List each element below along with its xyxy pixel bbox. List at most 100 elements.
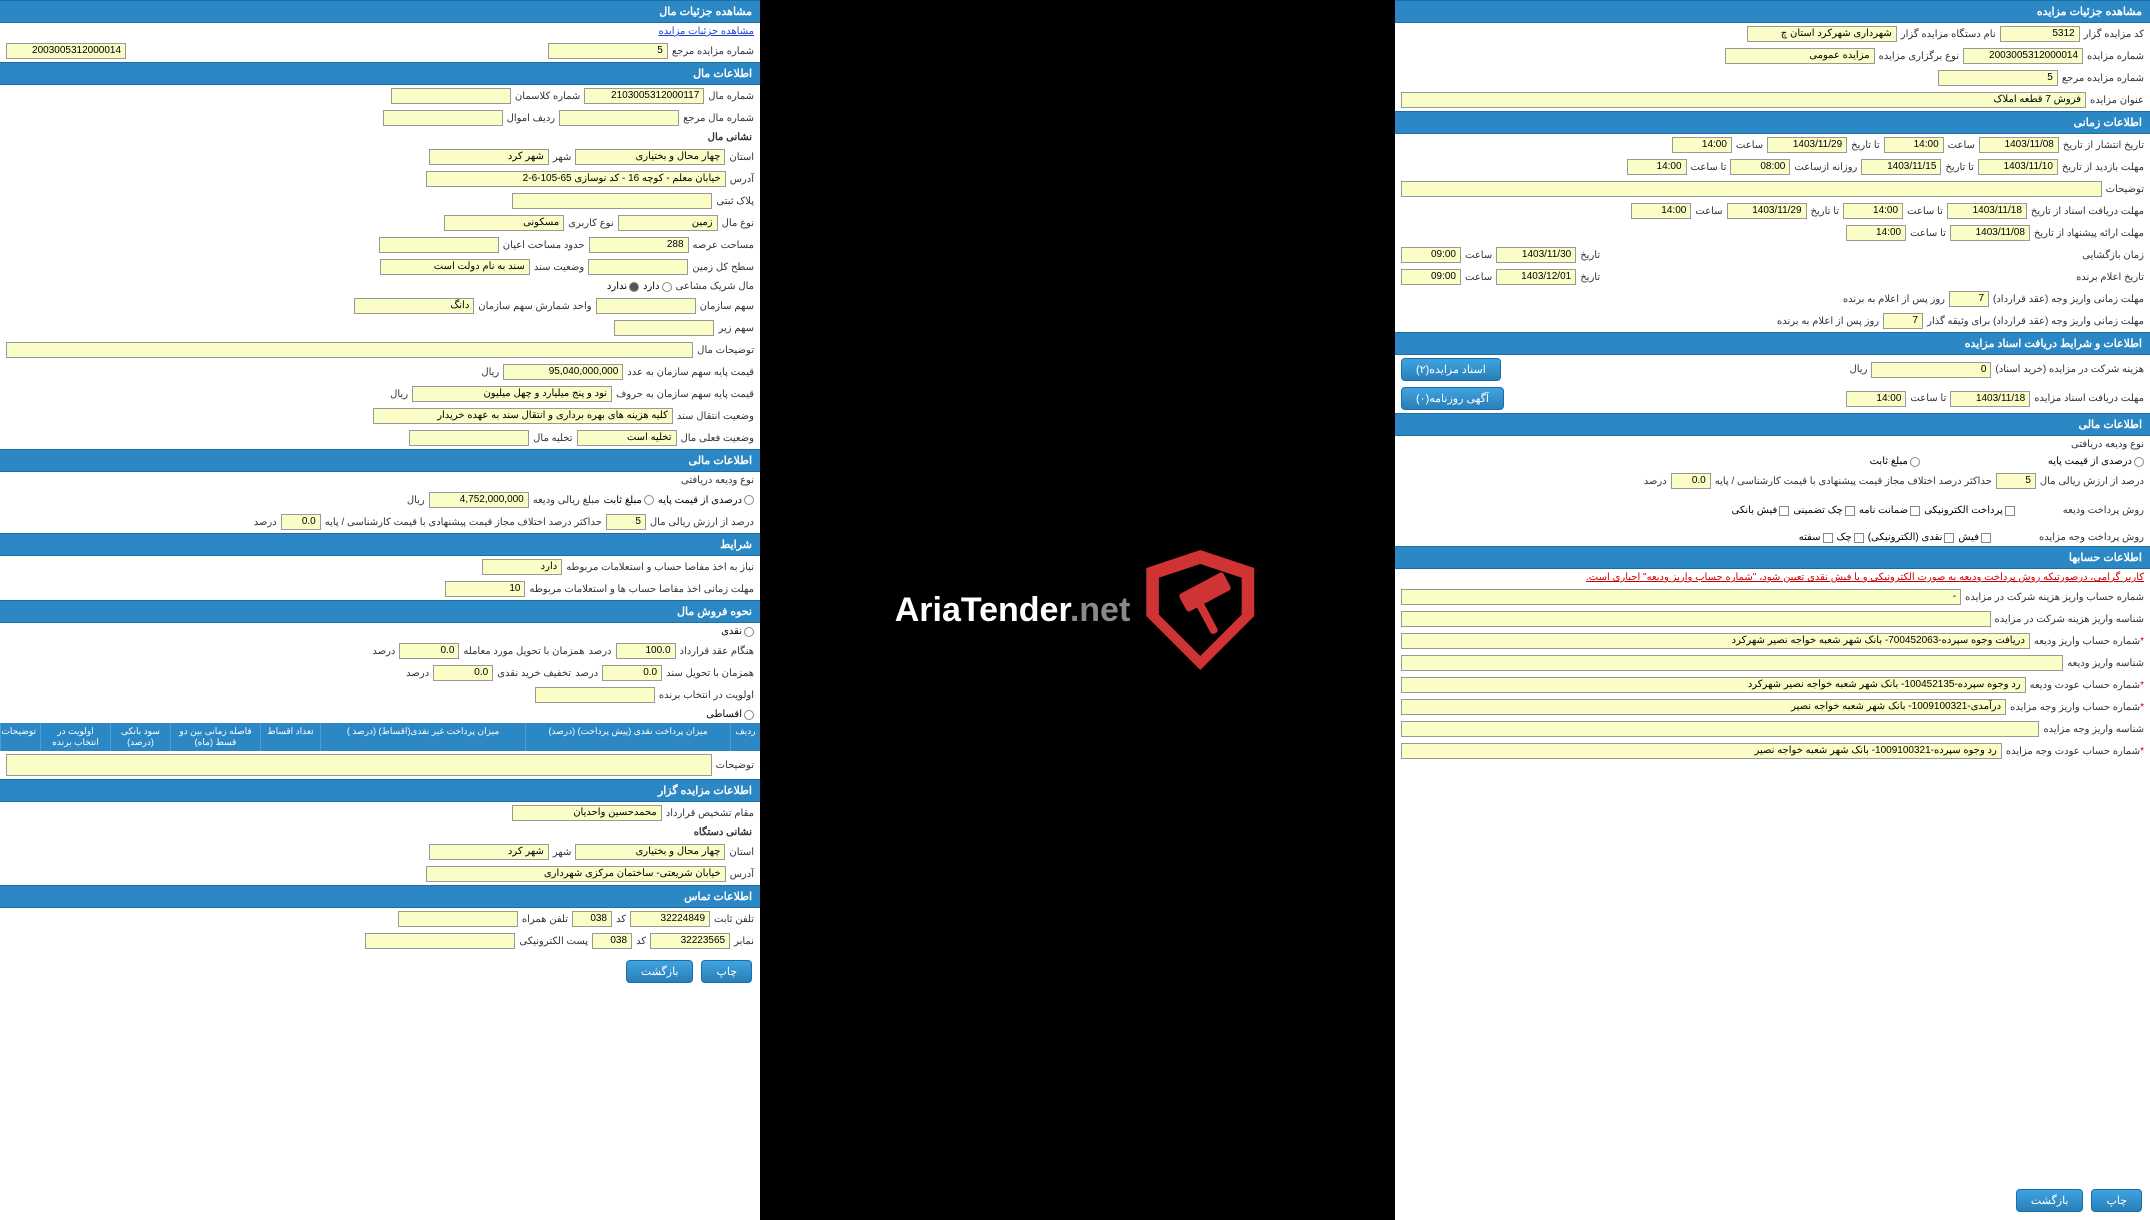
newspaper-ad-button[interactable]: آگهی روزنامه(٠) [1401,387,1504,410]
pct-share-label: درصد از ارزش ریالی مال [2040,476,2144,487]
acc4-label: شناسه واریز ودیعه [2067,658,2144,669]
winner-t-label: ساعت [1465,272,1492,283]
header-auction-details: مشاهده جزئیات مزایده [1395,0,2150,23]
discount-label: تخفیف خرید نقدی [497,668,571,679]
header-contact: اطلاعات تماس [0,885,760,908]
offer-label: مهلت ارائه پیشنهاد از تاریخ [2034,228,2144,239]
cash-e-check[interactable]: نقدی (الکترونیکی) [1868,532,1955,543]
open-label: زمان بازگشایی [2082,250,2144,261]
auction-docs-button[interactable]: اسناد مزایده(٢) [1401,358,1501,381]
guarantee-check[interactable]: ضمانت نامه [1859,505,1920,516]
prop-type-label: نوع مال [722,218,754,229]
check-guarantee-check[interactable]: چک تضمینی [1793,505,1855,516]
mobile-label: تلفن همراه [522,914,568,925]
offer-to-t: 14:00 [1846,225,1906,241]
cur-status-label: وضعیت فعلی مال [681,433,754,444]
header-doc-info: اطلاعات و شرایط دریافت اسناد مزایده [1395,332,2150,355]
installment-radio[interactable]: اقساطی [706,709,754,720]
pct-base-radio[interactable]: درصدی از قیمت پایه [2048,456,2144,467]
shared-no-radio[interactable]: ندارد [607,281,639,292]
after-notice: روز پس از اعلام به برنده [1843,294,1945,305]
header-time-info: اطلاعات زمانی [1395,111,2150,134]
city2-field: شهر کرد [429,844,549,860]
print-button[interactable]: چاپ [2091,1189,2142,1212]
province-field: چهار محال و بختیاری [575,149,725,165]
fixed-amt-radio[interactable]: مبلغ ثابت [1870,456,1920,467]
delivery-label: همزمان با تحویل مورد معامله [463,646,584,657]
doc-deliv-label: همزمان با تحویل سند [666,668,754,679]
fax-field: 32223565 [650,933,730,949]
auctioneer-code-label: کد مزایده گزار [2084,29,2144,40]
header-conditions: شرایط [0,533,760,556]
limit-label: حدود مساحت اعیان [503,240,585,251]
time-label: ساعت [1948,140,1975,151]
shared-yes-radio[interactable]: دارد [643,281,672,292]
low-share-field [614,320,714,336]
rial-2: ریال [481,367,499,378]
l-pct-base-radio[interactable]: درصدی از قیمت پایه [658,495,754,506]
th-noncash-pay: میزان پرداخت غیر نقدی(اقساط) (درصد ) [320,723,525,751]
cash-radio[interactable]: نقدی [721,626,754,637]
view-auction-details-link[interactable]: مشاهده جزئیات مزایده [658,26,754,37]
pct-3: درصد [588,646,611,657]
base-num-field: 95,040,000,000 [503,364,623,380]
header-auctioneer-info: اطلاعات مزایده گزار [0,779,760,802]
prop-type-field: زمین [618,215,718,231]
acc1-label: شماره حساب واریز هزینه شرکت در مزایده [1965,592,2144,603]
acc6-field: درآمدی-1009100321- بانک شهر شعبه خواجه ن… [1401,699,2006,715]
l-back-button[interactable]: بازگشت [626,960,694,983]
epay-check[interactable]: پرداخت الکترونیکی [1924,505,2015,516]
max-diff-field: 0.0 [1671,473,1711,489]
l-print-button[interactable]: چاپ [701,960,752,983]
city-field: شهر کرد [429,149,549,165]
use-type-field: مسکونی [444,215,564,231]
plaque-field [512,193,712,209]
acc4-field [1401,655,2063,671]
doc-recv-to-time-label: تا ساعت [1907,206,1943,217]
time-label-2: ساعت [1736,140,1763,151]
daily-from-label: روزانه ازساعت [1794,162,1857,173]
prop-desc-label: توضیحات مال [697,345,754,356]
sub-address: نشانی مال [0,129,760,146]
header-property-info: اطلاعات مال [0,62,760,85]
sub-org-addr: نشانی دستگاه [0,824,760,841]
pct-5: درصد [575,668,598,679]
priority-label: اولویت در انتخاب برنده [659,690,754,701]
daily-to-label: تا ساعت [1691,162,1727,173]
l-fixed-radio[interactable]: مبلغ ثابت [604,495,654,506]
acc8-field: رد وجوه سپرده-1009100321- بانک شهر شعبه … [1401,743,2002,759]
floor-label: سطح کل زمین [692,262,754,273]
low-share-label: سهم زیر [718,323,754,334]
class-no-field [391,88,511,104]
phone-label: تلفن ثابت [714,914,754,925]
org-share-field [596,298,696,314]
cur-status-field: تخلیه است [577,430,677,446]
sefteh-check[interactable]: سفته [1799,532,1833,543]
base-txt-field: نود و پنج میلیارد و چهل میلیون [412,386,612,402]
property-details-panel: مشاهده جزئیات مال مشاهده جزئیات مزایده ش… [0,0,760,1220]
area-field: 288 [589,237,689,253]
pct-6: درصد [406,668,429,679]
auction-no-field: 2003005312000014 [1963,48,2083,64]
header-accounts: اطلاعات حسابها [1395,546,2150,569]
after-notice-2: روز پس از اعلام به برنده [1777,316,1879,327]
doc-recv-time-label: ساعت [1695,206,1722,217]
acc2-label: شناسه واریز هزینه شرکت در مزایده [1995,614,2144,625]
watermark-area: AriaTender.net [760,0,1395,1220]
l-auction-no-field: 2003005312000014 [6,43,126,59]
deposit-type-label: نوع ودیعه دریافتی [2071,439,2144,450]
code-label: کد [616,914,626,925]
bank-slip-check[interactable]: فیش بانکی [1732,505,1790,516]
slip-check[interactable]: فیش [1958,532,1991,543]
unit-label: واحد شمارش سهم سازمان [478,301,591,312]
back-button[interactable]: بازگشت [2016,1189,2084,1212]
check-check[interactable]: چک [1837,532,1864,543]
pct-share-field: 5 [1996,473,2036,489]
winner-date: 1403/12/01 [1496,269,1576,285]
deposit-deadline-label: مهلت زمانی واریز وجه (عقد قرارداد) [1993,294,2144,305]
guarantor-deadline: 7 [1883,313,1923,329]
acc5-label: شماره حساب عودت ودیعه [2030,680,2144,691]
auction-title-label: عنوان مزایده [2090,95,2144,106]
org-name-field: شهرداری شهرکرد استان چ [1747,26,1897,42]
logo-text: AriaTender.net [895,591,1131,630]
